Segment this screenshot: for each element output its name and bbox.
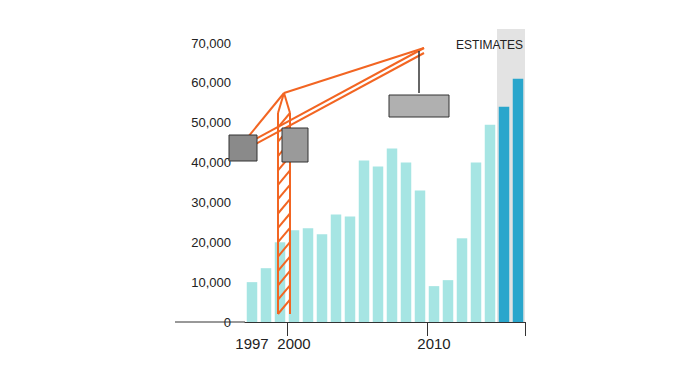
- svg-text:0: 0: [223, 314, 231, 330]
- svg-text:ESTIMATES: ESTIMATES: [456, 38, 523, 52]
- svg-text:70,000: 70,000: [191, 36, 231, 51]
- svg-text:20,000: 20,000: [191, 235, 231, 250]
- svg-text:60,000: 60,000: [191, 75, 231, 90]
- svg-text:10,000: 10,000: [191, 275, 231, 290]
- svg-text:2010: 2010: [417, 335, 450, 352]
- svg-text:2000: 2000: [277, 335, 310, 352]
- svg-text:40,000: 40,000: [191, 155, 231, 170]
- svg-text:50,000: 50,000: [191, 115, 231, 130]
- svg-text:30,000: 30,000: [191, 195, 231, 210]
- svg-text:1997: 1997: [235, 335, 268, 352]
